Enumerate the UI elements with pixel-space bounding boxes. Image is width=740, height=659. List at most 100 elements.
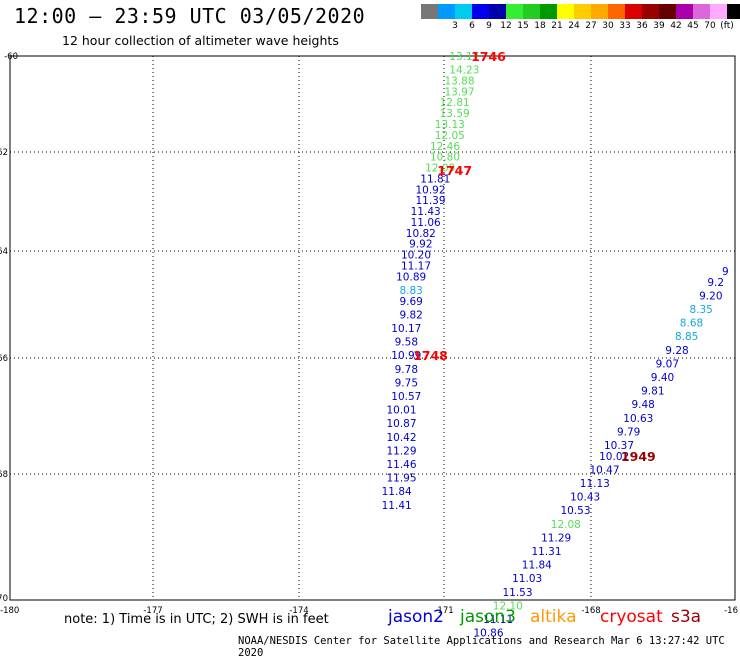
legend-swatches bbox=[421, 4, 740, 19]
lat-tick-label: -64 bbox=[0, 247, 8, 257]
swh-data-label: 9.82 bbox=[399, 309, 422, 321]
legend-swatch bbox=[489, 4, 506, 19]
map-frame bbox=[9, 55, 736, 601]
swh-data-label: 12.05 bbox=[435, 130, 465, 142]
swh-data-label: 13.97 bbox=[444, 86, 474, 98]
swh-data-label: 11.29 bbox=[541, 532, 571, 544]
swh-data-label: 13.13 bbox=[435, 119, 465, 131]
legend-swatch bbox=[574, 4, 591, 19]
lon-tick-label: -180 bbox=[0, 606, 19, 616]
legend-swatch bbox=[625, 4, 642, 19]
satellite-name: jason3 bbox=[460, 607, 516, 627]
swh-data-label: 11.06 bbox=[411, 217, 441, 229]
swh-data-label: 11.53 bbox=[502, 587, 532, 599]
lon-tick-label: -16 bbox=[724, 606, 738, 616]
satellite-name: s3a bbox=[671, 607, 702, 627]
swh-data-label: 10.42 bbox=[386, 432, 416, 444]
swh-data-label: 9.81 bbox=[641, 386, 664, 398]
legend-label: 21 bbox=[551, 21, 563, 31]
swh-data-label: 11.95 bbox=[386, 473, 416, 485]
legend-swatch bbox=[727, 4, 740, 19]
legend-label: 15 bbox=[517, 21, 529, 31]
legend-label: 70 bbox=[704, 21, 716, 31]
swh-data-label: 11.43 bbox=[411, 206, 441, 218]
lat-tick-label: -66 bbox=[0, 354, 8, 364]
swh-data-label: 8.83 bbox=[399, 285, 422, 297]
lat-tick-label: -62 bbox=[0, 148, 8, 158]
swh-data-label: 9.69 bbox=[399, 296, 422, 308]
legend-swatch bbox=[506, 4, 523, 19]
legend-labels: 3 6 9 12 15 18 21 24 27 30 33 36 39 42 45 70 (ft) bbox=[421, 19, 740, 35]
lat-tick-label: -60 bbox=[4, 52, 18, 62]
pass-time-label: 1746 bbox=[471, 49, 506, 64]
lat-tick-label: -68 bbox=[0, 470, 8, 480]
legend-swatch bbox=[472, 4, 489, 19]
pass-time-label: 1747 bbox=[437, 163, 472, 178]
legend-swatch bbox=[659, 4, 676, 19]
swh-data-label: 9.07 bbox=[656, 358, 679, 370]
swh-data-label: 13.59 bbox=[440, 108, 470, 120]
swh-data-label: 10.57 bbox=[391, 391, 421, 403]
swh-data-label: 10.53 bbox=[560, 505, 590, 517]
legend-swatch bbox=[455, 4, 472, 19]
legend-label: 33 bbox=[619, 21, 631, 31]
legend-swatch bbox=[693, 4, 710, 19]
swh-data-label: 9 bbox=[722, 266, 729, 278]
swh-data-label: 12.09 bbox=[425, 163, 455, 175]
legend-label: (ft) bbox=[720, 21, 734, 31]
swh-data-label: 8.85 bbox=[675, 331, 698, 343]
lon-tick-label: -168 bbox=[581, 606, 600, 616]
satellite-name: altika bbox=[530, 607, 577, 627]
swh-data-label: 11.39 bbox=[415, 195, 445, 207]
swh-data-label: 10.20 bbox=[401, 250, 431, 262]
swh-data-label: 12.46 bbox=[430, 141, 460, 153]
color-legend: 3 6 9 12 15 18 21 24 27 30 33 36 39 42 45 70 (ft) bbox=[421, 4, 740, 35]
swh-data-label: 11.17 bbox=[401, 260, 431, 272]
legend-label: 45 bbox=[687, 21, 699, 31]
legend-label: 36 bbox=[636, 21, 648, 31]
swh-data-label: 10.80 bbox=[430, 152, 460, 164]
swh-data-label: 10.92 bbox=[415, 184, 445, 196]
swh-data-label: 14.23 bbox=[449, 65, 479, 77]
credit-line: NOAA/NESDIS Center for Satellite Applica… bbox=[238, 635, 725, 659]
legend-label: 39 bbox=[653, 21, 665, 31]
legend-label: 9 bbox=[486, 21, 492, 31]
swh-data-label: 11.03 bbox=[512, 573, 542, 585]
legend-swatch bbox=[642, 4, 659, 19]
legend-label: 6 bbox=[469, 21, 475, 31]
page-title: 12:00 — 23:59 UTC 03/05/2020 bbox=[14, 4, 366, 28]
swh-data-label: 10.43 bbox=[570, 492, 600, 504]
swh-data-label: 9.79 bbox=[617, 426, 640, 438]
swh-data-label: 10.63 bbox=[623, 413, 653, 425]
legend-label: 18 bbox=[534, 21, 546, 31]
swh-data-label: 10.82 bbox=[406, 228, 436, 240]
legend-swatch bbox=[438, 4, 455, 19]
legend-swatch bbox=[676, 4, 693, 19]
swh-data-label: 13.88 bbox=[444, 75, 474, 87]
legend-swatch bbox=[557, 4, 574, 19]
swh-data-label: 11.84 bbox=[522, 560, 552, 572]
swh-data-label: 10.86 bbox=[473, 628, 503, 640]
satellite-name: jason2 bbox=[388, 607, 444, 627]
pass-time-label: 1748 bbox=[413, 348, 448, 363]
swh-data-label: 9.78 bbox=[395, 364, 418, 376]
swh-data-label: 10.87 bbox=[386, 418, 416, 430]
lon-tick-label: -177 bbox=[143, 606, 162, 616]
swh-data-label: 9.48 bbox=[631, 399, 654, 411]
swh-data-label: 10.47 bbox=[589, 464, 619, 476]
swh-data-label: 8.35 bbox=[689, 304, 712, 316]
satellite-name: cryosat bbox=[600, 607, 663, 627]
swh-data-label: 9.20 bbox=[699, 290, 722, 302]
swh-data-label: 11.84 bbox=[382, 486, 412, 498]
legend-label: 27 bbox=[585, 21, 597, 31]
swh-data-label: 9.2 bbox=[707, 277, 724, 289]
pass-time-label: 1949 bbox=[621, 449, 656, 464]
swh-data-label: 8.68 bbox=[680, 318, 703, 330]
swh-data-label: 11.29 bbox=[386, 445, 416, 457]
swh-data-label: 11.81 bbox=[420, 173, 450, 185]
page-subtitle: 12 hour collection of altimeter wave hei… bbox=[62, 33, 339, 48]
swh-data-label: 9.58 bbox=[395, 337, 418, 349]
lon-tick-label: -174 bbox=[289, 606, 308, 616]
swh-data-label: 11.13 bbox=[580, 478, 610, 490]
